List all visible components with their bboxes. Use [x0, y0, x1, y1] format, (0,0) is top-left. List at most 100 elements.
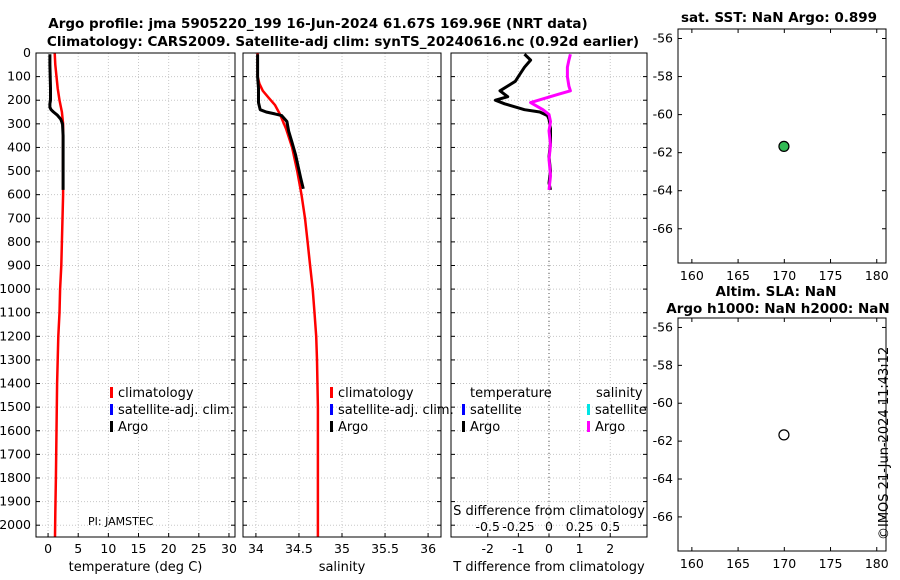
- temperature-series-climatology: [53, 52, 65, 538]
- difference-legend-t-sat-swatch: [462, 404, 465, 415]
- difference-top-tick-label: 0.25: [566, 519, 594, 534]
- temperature-ytick-label: 400: [7, 139, 31, 154]
- temperature-xtick-label: 5: [74, 541, 82, 556]
- temperature-xtick-label: 30: [221, 541, 237, 556]
- temperature-xtick-label: 10: [100, 541, 116, 556]
- sla_map-xtick-label: 180: [865, 556, 889, 571]
- sla-map-title: Altim. SLA: NaN: [716, 284, 837, 300]
- figure-title-line1: Argo profile: jma 5905220_199 16-Jun-202…: [48, 16, 587, 32]
- difference-xtick-label: 2: [606, 541, 614, 556]
- temperature-series-argo: [48, 54, 65, 190]
- difference-panel: -2 -1 0 1 2 T difference from climatology -0.5…: [450, 52, 648, 575]
- sla_map-xtick-label: 175: [819, 556, 843, 571]
- temperature-xtick-label: 0: [44, 541, 52, 556]
- difference-series-temperature-argo: [493, 53, 552, 191]
- sla_map-ytick-label: -66: [653, 509, 673, 524]
- salinity-legend-2-label: Argo: [338, 420, 368, 435]
- temperature-ytick-label: 200: [7, 92, 31, 107]
- temperature-ytick-label: 1800: [0, 470, 31, 485]
- temperature-ytick-label: 0: [23, 45, 31, 60]
- difference-top-tick-label: 0: [545, 519, 553, 534]
- temperature-ytick-label: 800: [7, 234, 31, 249]
- temperature-ytick-label: 2000: [0, 517, 31, 532]
- sst-map-panel: 160 165 170 175 180 -56 -58 -60 -62 -64 -66 sat. SS…: [653, 10, 889, 283]
- sst_map-xtick-label: 165: [726, 268, 750, 283]
- temperature-ytick-label: 600: [7, 187, 31, 202]
- temperature-ytick-label: 1700: [0, 446, 31, 461]
- salinity-legend-0-label: climatology: [338, 386, 414, 401]
- salinity-legend-0-swatch: [330, 387, 333, 398]
- temperature-legend-2-label: Argo: [118, 420, 148, 435]
- difference-top-xlabel: S difference from climatology: [453, 504, 645, 519]
- temperature-legend-2-swatch: [110, 421, 113, 432]
- temperature-ytick-label: 100: [7, 69, 31, 84]
- temperature-ytick-label: 500: [7, 163, 31, 178]
- difference-xtick-label: 1: [576, 541, 584, 556]
- sla_map-xtick-label: 160: [680, 556, 704, 571]
- difference-legend-t-argo-label: Argo: [470, 420, 500, 435]
- sla_map-axes-frame: [677, 317, 887, 552]
- sst_map-ytick-label: -58: [653, 69, 673, 84]
- temperature-ytick-label: 300: [7, 116, 31, 131]
- sst_map-xtick-label: 160: [680, 268, 704, 283]
- salinity-series-climatology: [256, 53, 320, 537]
- sst_map-ytick-label: -60: [653, 107, 673, 122]
- temperature-ytick-label: 1300: [0, 352, 31, 367]
- sst_map-axes-frame: [677, 28, 887, 264]
- difference-legend-temperature-title: temperature: [470, 386, 552, 401]
- sla_map-ytick-label: -64: [653, 471, 673, 486]
- difference-xtick-label: -1: [512, 541, 524, 556]
- difference-legend-salinity-title: salinity: [596, 386, 643, 401]
- salinity-xtick-label: 34.5: [285, 541, 313, 556]
- temperature-ytick-label: 900: [7, 257, 31, 272]
- salinity-series-argo: [256, 54, 305, 190]
- difference-legend-s-sat-label: satellite: [595, 403, 647, 418]
- sst_map-ytick-label: -64: [653, 183, 673, 198]
- salinity-legend-2-swatch: [330, 421, 333, 432]
- temperature-xtick-label: 20: [161, 541, 177, 556]
- difference-series-salinity-argo: [529, 53, 572, 191]
- sla_map-ytick-label: -62: [653, 433, 673, 448]
- imos-credit: ©IMOS 21-Jun-2024 11:43:12: [877, 347, 892, 540]
- salinity-xtick-label: 34: [248, 541, 264, 556]
- temperature-ytick-label: 1400: [0, 376, 31, 391]
- sla_map-float-marker: [778, 429, 790, 441]
- sst-map-title: sat. SST: NaN Argo: 0.899: [681, 10, 877, 26]
- temperature-legend-0-swatch: [110, 387, 113, 398]
- temperature-panel: 0100200300400500600700800900100011001200…: [0, 45, 237, 575]
- salinity-xtick-label: 35.5: [371, 541, 399, 556]
- difference-legend-s-sat-swatch: [587, 404, 590, 415]
- temperature-ytick-label: 700: [7, 210, 31, 225]
- difference-xtick-label: -2: [482, 541, 494, 556]
- temperature-ytick-label: 1600: [0, 423, 31, 438]
- sla_map-xtick-label: 165: [726, 556, 750, 571]
- sst_map-ytick-label: -66: [653, 221, 673, 236]
- difference-legend-t-sat-label: satellite: [470, 403, 522, 418]
- difference-legend-s-argo-swatch: [587, 421, 590, 432]
- temperature-ytick-label: 1900: [0, 494, 31, 509]
- figure-title-line2: Climatology: CARS2009. Satellite-adj cli…: [47, 34, 639, 50]
- sla-map-subtitle: Argo h1000: NaN h2000: NaN: [666, 301, 889, 317]
- sst_map-ytick-label: -56: [653, 31, 673, 46]
- difference-legend-t-argo-swatch: [462, 421, 465, 432]
- salinity-axes-frame: [242, 52, 442, 538]
- temperature-legend-0-label: climatology: [118, 386, 194, 401]
- temperature-xtick-label: 25: [191, 541, 207, 556]
- sst_map-xtick-label: 175: [819, 268, 843, 283]
- difference-top-tick-label: -0.25: [502, 519, 534, 534]
- pi-label: PI: JAMSTEC: [88, 515, 154, 528]
- sla_map-ytick-label: -56: [653, 319, 673, 334]
- salinity-panel: 34 34.5 35 35.5 36 salinity climatology satelli…: [242, 52, 454, 575]
- sst_map-float-marker: [778, 140, 790, 152]
- temperature-xlabel: temperature (deg C): [69, 560, 203, 575]
- temperature-ytick-label: 1200: [0, 328, 31, 343]
- temperature-axes-frame: [35, 52, 236, 538]
- sla-map-panel: 160 165 170 175 180 -56 -58 -60 -62 -64 -66 Altim. …: [653, 284, 890, 571]
- salinity-xlabel: salinity: [319, 560, 366, 575]
- difference-top-tick-label: -0.5: [476, 519, 500, 534]
- sla_map-ytick-label: -60: [653, 395, 673, 410]
- temperature-legend-1-swatch: [110, 404, 113, 415]
- difference-axes-frame: [450, 52, 648, 538]
- salinity-xtick-label: 35: [334, 541, 350, 556]
- sla_map-ytick-label: -58: [653, 357, 673, 372]
